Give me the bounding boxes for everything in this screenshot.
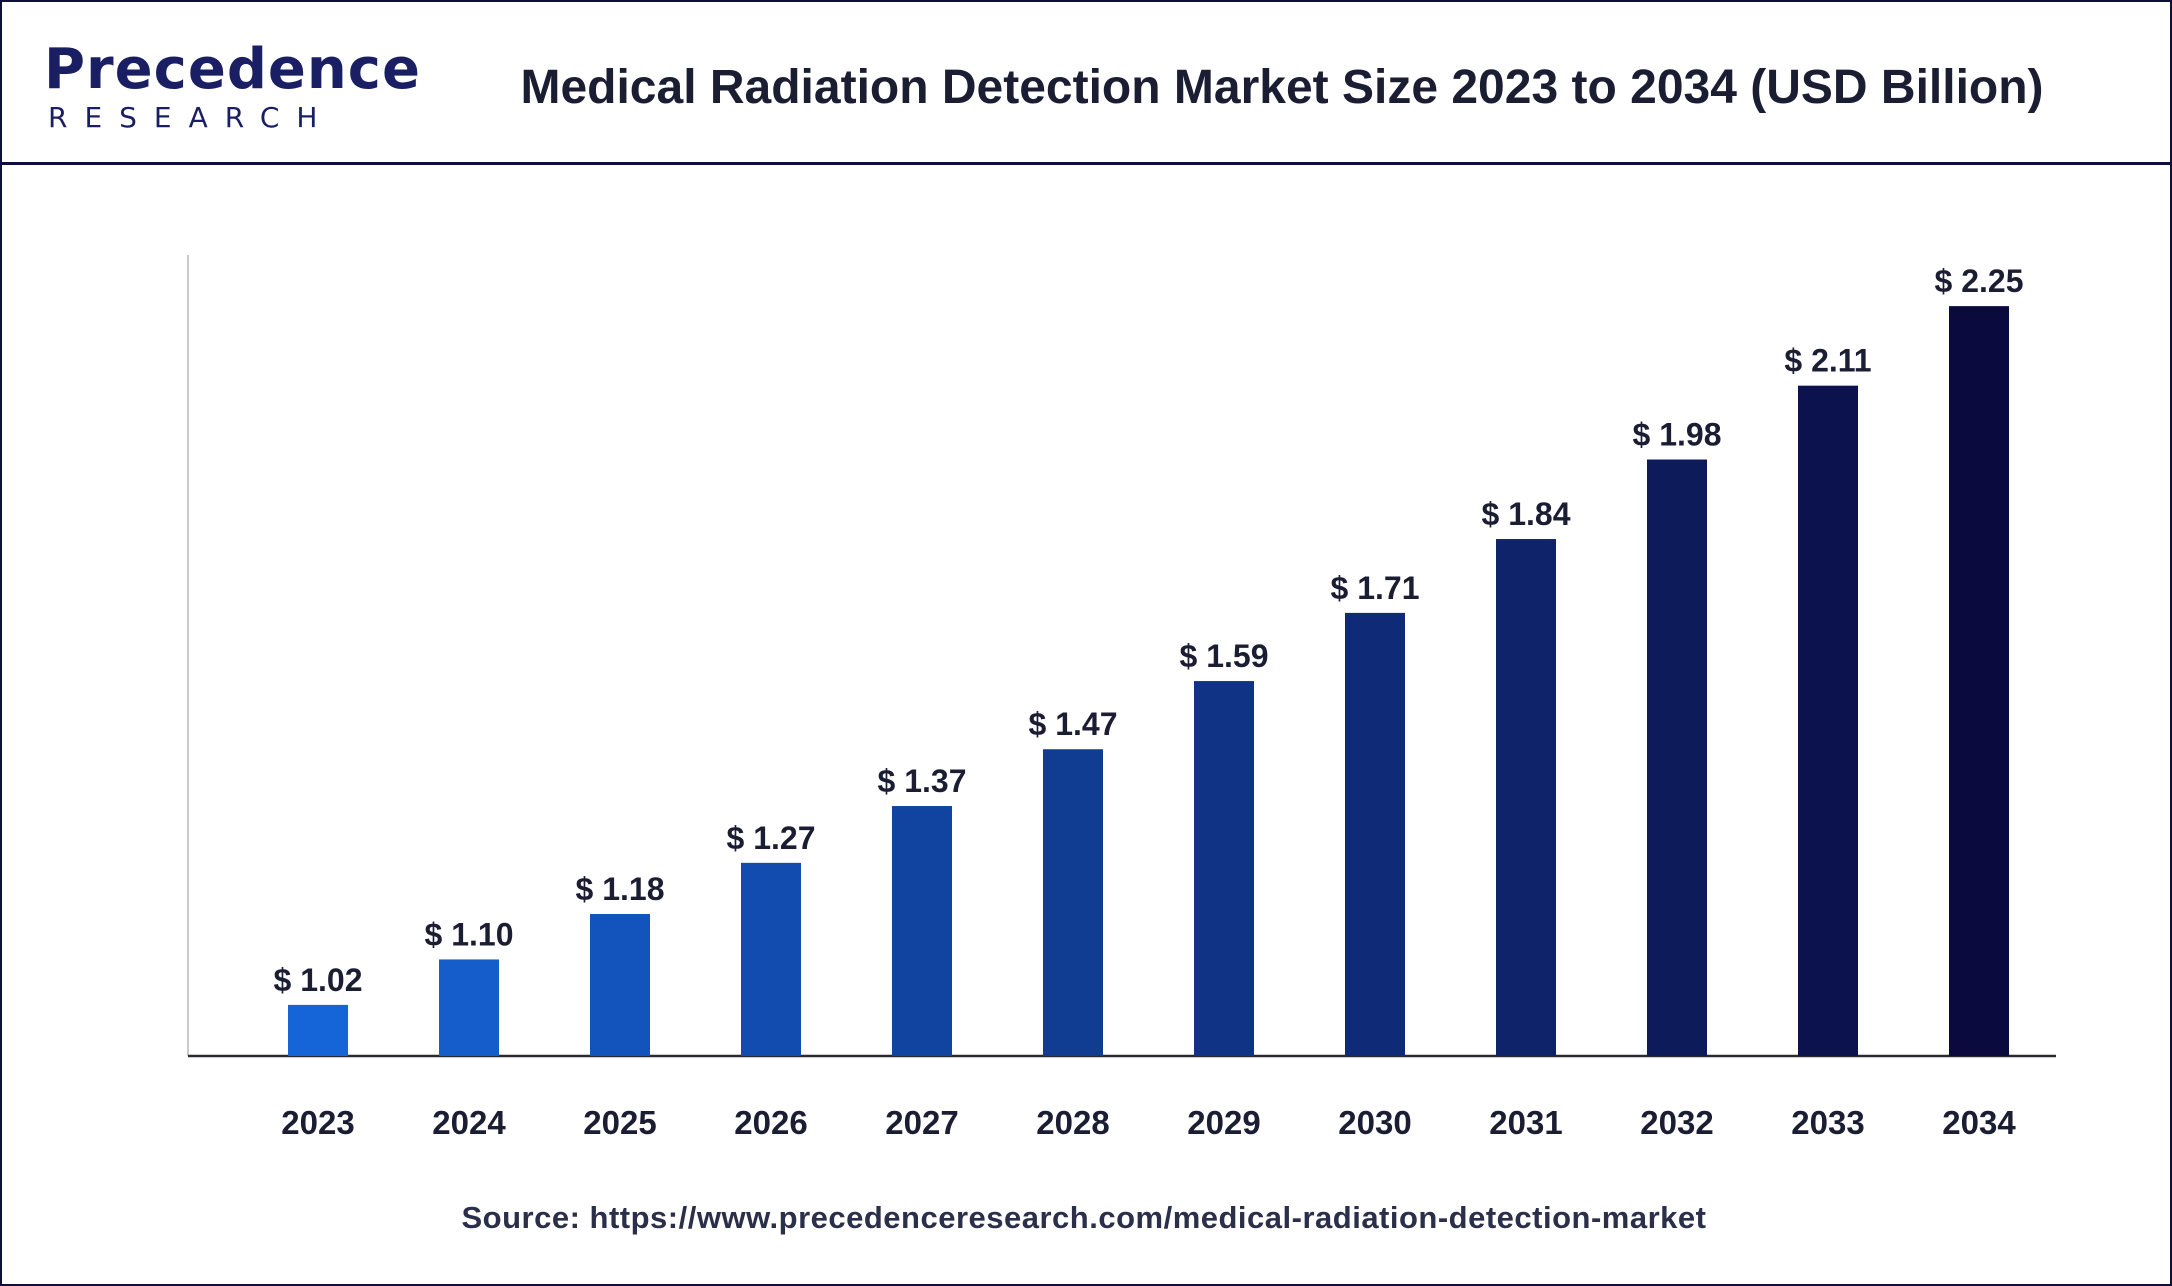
chart-axes	[187, 255, 2056, 1058]
bar-2026	[741, 862, 801, 1056]
value-label-2030: $ 1.71	[1331, 570, 1420, 606]
x-tick-label-2028: 2028	[1036, 1104, 1109, 1141]
value-label-2033: $ 2.11	[1784, 343, 1871, 379]
x-tick-label-2026: 2026	[734, 1104, 807, 1141]
value-label-2026: $ 1.27	[727, 820, 816, 856]
value-label-2029: $ 1.59	[1180, 638, 1269, 674]
bar-2029	[1194, 681, 1254, 1056]
bar-2025	[590, 913, 650, 1056]
source-note: Source: https://www.precedenceresearch.c…	[461, 1200, 1707, 1235]
bar-2030	[1345, 612, 1405, 1056]
bar-2033	[1798, 385, 1858, 1057]
value-label-2032: $ 1.98	[1633, 417, 1722, 453]
value-label-2034: $ 2.25	[1935, 263, 2024, 299]
value-label-2031: $ 1.84	[1482, 496, 1571, 532]
precedence-research-logo: Precedence RESEARCH	[44, 38, 420, 138]
x-tick-label-2025: 2025	[583, 1104, 656, 1141]
x-tick-label-2034: 2034	[1942, 1104, 2016, 1141]
value-label-2027: $ 1.37	[878, 763, 967, 799]
x-tick-label-2033: 2033	[1791, 1104, 1864, 1141]
x-tick-label-2032: 2032	[1640, 1104, 1713, 1141]
bar-2032	[1647, 459, 1707, 1057]
value-label-2024: $ 1.10	[425, 916, 514, 952]
x-tick-label-2030: 2030	[1338, 1104, 1411, 1141]
x-tick-label-2023: 2023	[281, 1104, 354, 1141]
logo-subtitle: RESEARCH	[48, 101, 335, 134]
bar-2027	[892, 806, 952, 1056]
x-tick-label-2029: 2029	[1187, 1104, 1260, 1141]
x-tick-label-2027: 2027	[885, 1104, 958, 1141]
value-label-2025: $ 1.18	[576, 871, 665, 907]
bar-2034	[1949, 306, 2009, 1056]
header: Precedence RESEARCH Medical Radiation De…	[2, 2, 2170, 165]
chart-title: Medical Radiation Detection Market Size …	[520, 61, 2044, 114]
bar-2024	[439, 959, 499, 1056]
x-tick-label-2031: 2031	[1489, 1104, 1562, 1141]
bar-2028	[1043, 749, 1103, 1056]
chart-bars	[288, 306, 2009, 1057]
bar-2023	[288, 1004, 348, 1056]
value-label-2023: $ 1.02	[274, 962, 363, 998]
logo-wordmark: Precedence	[44, 37, 421, 102]
chart-x-tick-labels: 2023 2024 2025 2026 2027 2028 2029 2030 2031 2032…	[281, 1104, 2016, 1141]
x-tick-label-2024: 2024	[432, 1104, 506, 1141]
chart-value-labels: $ 1.02 $ 1.10 $ 1.18 $ 1.27 $ 1.37 $ 1.47 $ 1.…	[274, 263, 2024, 998]
bar-2031	[1496, 539, 1556, 1056]
value-label-2028: $ 1.47	[1029, 706, 1118, 742]
